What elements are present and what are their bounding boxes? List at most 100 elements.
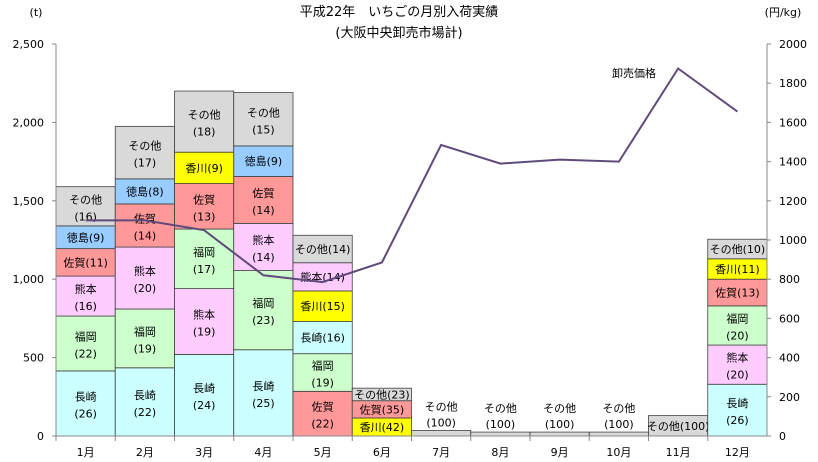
right-axis-tick-label: 1200 — [779, 195, 807, 208]
segment-share-label: (14) — [134, 229, 157, 242]
segment-label: 香川(9) — [185, 162, 223, 175]
left-axis-tick-label: 1,000 — [13, 273, 45, 286]
bar-segment — [114, 178, 175, 205]
left-axis-tick-label: 2,000 — [13, 116, 45, 129]
bar-segment — [411, 430, 472, 437]
left-axis-tick-label: 2,500 — [13, 38, 45, 51]
segment-share-label: (24) — [193, 399, 216, 412]
bar-segment — [174, 228, 235, 290]
segment-label: その他(10) — [710, 243, 766, 256]
right-axis-tick-label: 2000 — [779, 38, 807, 51]
price-line — [85, 67, 738, 284]
segment-label: 徳島(9) — [67, 230, 105, 244]
segment-share-label: (23) — [252, 314, 275, 327]
segment-share-label: (22) — [74, 347, 97, 360]
segment-name-label: 福岡 — [726, 311, 748, 325]
x-axis-tick-label: 12月 — [725, 446, 750, 459]
segment-name-label: 熊本 — [726, 351, 748, 365]
segment-name-label: その他 — [602, 402, 635, 415]
segment-name-label: 佐賀 — [252, 186, 274, 200]
segment-name-label: 長崎 — [193, 381, 215, 395]
bar-segment — [174, 90, 235, 153]
segment-name-label: その他 — [188, 109, 221, 122]
x-axis-tick-label: 10月 — [606, 446, 631, 459]
x-axis-tick-label: 4月 — [254, 446, 272, 459]
bar-segment — [233, 223, 294, 271]
segment-label: 徳島(9) — [245, 154, 283, 168]
segment-share-label: (14) — [252, 204, 275, 217]
segment-share-label: (100) — [545, 418, 575, 431]
segment-name-label: その他 — [543, 402, 576, 415]
axes-layer: 平成22年 いちごの月別入荷実績 (大阪中央卸売市場計) (t) (円/kg) … — [13, 4, 808, 459]
bar-segment — [233, 349, 294, 437]
segment-share-label: (16) — [74, 300, 97, 313]
segment-share-label: (26) — [726, 414, 749, 427]
bar-segment — [233, 270, 294, 351]
right-axis-tick-label: 1000 — [779, 234, 807, 247]
bar-segment — [292, 390, 353, 437]
segment-name-label: 長崎 — [75, 389, 97, 403]
segment-label: その他(23) — [354, 388, 410, 401]
segment-name-label: 熊本 — [193, 308, 215, 322]
bar-segment — [292, 234, 353, 264]
segment-share-label: (13) — [193, 210, 216, 223]
segment-label: 香川(42) — [360, 421, 405, 434]
x-axis-tick-label: 6月 — [373, 446, 391, 459]
segment-share-label: (19) — [134, 342, 157, 355]
segment-label: その他(14) — [295, 243, 351, 256]
segment-name-label: 福岡 — [252, 296, 274, 310]
segment-name-label: 熊本 — [75, 282, 97, 296]
x-axis-tick-label: 5月 — [314, 446, 332, 459]
bar-segment — [114, 125, 175, 180]
price-line-label: 卸売価格 — [612, 66, 656, 80]
bar-segment — [292, 353, 353, 392]
segment-name-label: 佐賀 — [312, 400, 334, 414]
segment-share-label: (19) — [311, 376, 334, 389]
bar-segment — [174, 151, 235, 184]
chart-subtitle: (大阪中央卸売市場計) — [335, 25, 462, 41]
bar-segment — [233, 176, 294, 224]
segment-share-label: (100) — [604, 418, 634, 431]
segment-share-label: (22) — [134, 406, 157, 419]
segment-share-label: (20) — [726, 329, 749, 342]
segment-label: 香川(11) — [715, 263, 760, 276]
segment-name-label: その他 — [484, 402, 517, 415]
segment-share-label: (17) — [193, 263, 216, 276]
right-axis-tick-label: 1800 — [779, 77, 807, 90]
segment-name-label: 福岡 — [312, 358, 334, 372]
bar-segment — [351, 387, 412, 402]
x-axis-tick-label: 7月 — [432, 446, 450, 459]
bars-layer: 長崎(26)福岡(22)熊本(16)佐賀(11)徳島(9)その他(16)長崎(2… — [55, 90, 768, 437]
bar-segment — [292, 290, 353, 322]
bar-segment — [174, 183, 235, 230]
left-axis-unit: (t) — [30, 6, 43, 19]
right-axis-tick-label: 1600 — [779, 116, 807, 129]
right-axis-tick-label: 600 — [779, 312, 800, 325]
left-axis-tick-label: 1,500 — [13, 195, 45, 208]
segment-label: 佐賀(35) — [360, 402, 405, 416]
segment-label: 香川(15) — [300, 300, 345, 313]
right-axis-tick-label: 1400 — [779, 156, 807, 169]
segment-name-label: 佐賀 — [193, 192, 215, 206]
segment-share-label: (14) — [252, 251, 275, 264]
bar-segment — [470, 431, 531, 437]
segment-label: 長崎(16) — [300, 331, 345, 345]
segment-share-label: (100) — [486, 418, 516, 431]
bar-segment — [529, 431, 590, 437]
x-axis-tick-label: 8月 — [491, 446, 509, 459]
segment-label: 佐賀(13) — [715, 286, 760, 300]
right-axis-tick-label: 400 — [779, 352, 800, 365]
segment-share-label: (19) — [193, 326, 216, 339]
segment-share-label: (100) — [426, 417, 456, 430]
segment-share-label: (22) — [311, 418, 334, 431]
bar-segment — [233, 145, 294, 177]
segment-label: その他(100) — [647, 420, 710, 433]
x-axis-tick-label: 11月 — [666, 446, 691, 459]
segment-share-label: (25) — [252, 397, 275, 410]
chart-title: 平成22年 いちごの月別入荷実績 — [300, 4, 499, 20]
bar-segment — [55, 186, 116, 227]
segment-share-label: (20) — [134, 282, 157, 295]
segment-share-label: (17) — [134, 157, 157, 170]
bar-segment — [55, 315, 116, 372]
